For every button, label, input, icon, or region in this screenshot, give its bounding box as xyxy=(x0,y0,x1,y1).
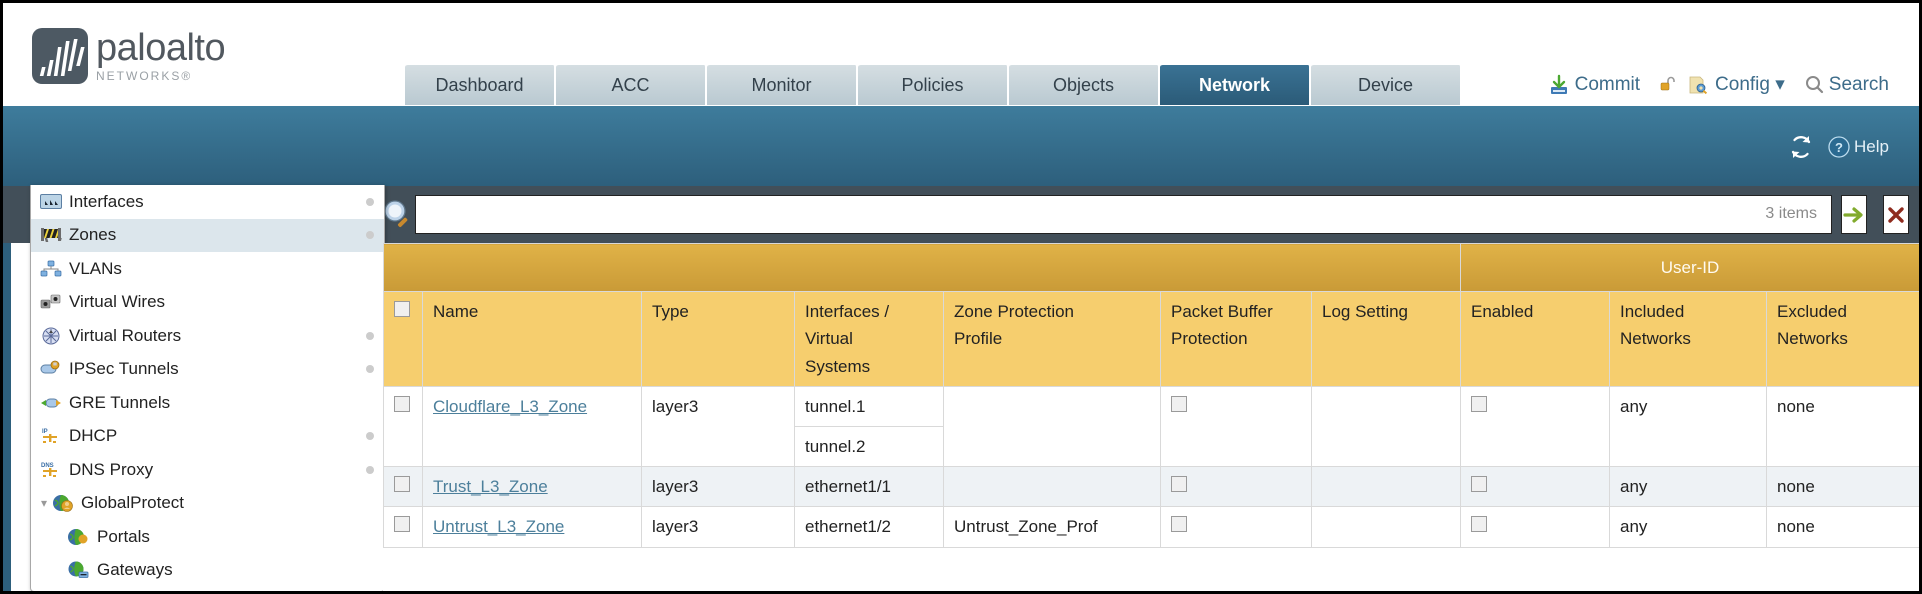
svg-text:?: ? xyxy=(1835,140,1843,155)
svg-text:DNS: DNS xyxy=(41,463,54,469)
svg-text:IP: IP xyxy=(42,429,48,435)
